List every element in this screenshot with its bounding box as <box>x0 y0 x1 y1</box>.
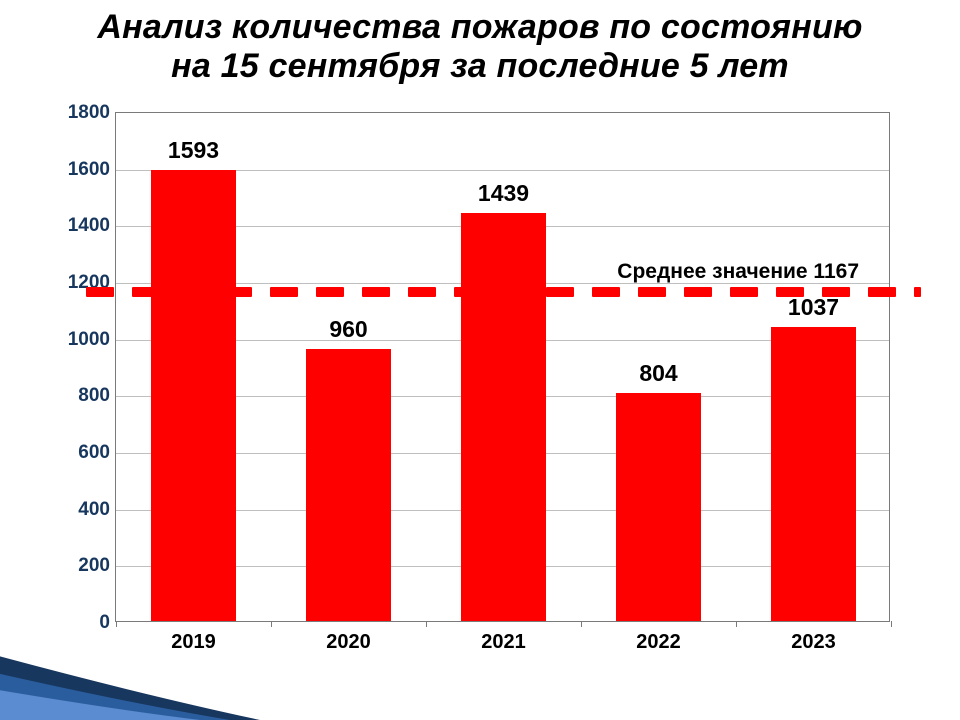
y-tick-label: 200 <box>78 555 110 577</box>
y-tick-label: 1000 <box>68 329 110 351</box>
average-line-dash <box>638 287 666 297</box>
average-line-dash <box>822 287 850 297</box>
y-tick-label: 1600 <box>68 159 110 181</box>
average-line-dash <box>546 287 574 297</box>
x-tick-mark <box>736 621 737 627</box>
y-tick-label: 600 <box>78 442 110 464</box>
slide: Анализ количества пожаров по состоянию н… <box>0 0 960 720</box>
swoosh-mid <box>0 660 230 720</box>
bar: 1593 <box>151 170 236 621</box>
bar-value-label: 960 <box>329 316 367 343</box>
bar-value-label: 1439 <box>478 180 529 207</box>
y-tick-label: 800 <box>78 385 110 407</box>
bar-value-label: 804 <box>639 360 677 387</box>
x-tick-label: 2021 <box>481 631 526 654</box>
average-line-dash <box>316 287 344 297</box>
chart-title: Анализ количества пожаров по состоянию н… <box>0 8 960 86</box>
bar: 1439 <box>461 213 546 621</box>
bar: 960 <box>306 349 391 621</box>
average-line-dash <box>730 287 758 297</box>
average-line-dash <box>132 287 160 297</box>
average-line-dash <box>86 287 114 297</box>
x-tick-label: 2020 <box>326 631 371 654</box>
x-tick-label: 2022 <box>636 631 681 654</box>
y-tick-label: 1400 <box>68 215 110 237</box>
bar-value-label: 1593 <box>168 137 219 164</box>
average-line-dash <box>454 287 482 297</box>
x-tick-label: 2019 <box>171 631 216 654</box>
chart-title-line2: на 15 сентября за последние 5 лет <box>0 47 960 86</box>
average-line-dash <box>868 287 896 297</box>
x-tick-label: 2023 <box>791 631 836 654</box>
swoosh-light <box>0 680 200 720</box>
x-tick-mark <box>116 621 117 627</box>
average-line-dash <box>362 287 390 297</box>
x-tick-mark <box>891 621 892 627</box>
y-tick-label: 400 <box>78 499 110 521</box>
x-tick-mark <box>426 621 427 627</box>
average-line-dash <box>684 287 712 297</box>
y-tick-label: 0 <box>99 612 110 634</box>
average-line-dash <box>178 287 206 297</box>
x-tick-mark <box>271 621 272 627</box>
average-line-dash <box>408 287 436 297</box>
bar: 1037 <box>771 327 856 621</box>
x-tick-mark <box>581 621 582 627</box>
y-tick-label: 1800 <box>68 102 110 124</box>
average-line-dash <box>224 287 252 297</box>
swoosh-dark <box>0 640 260 720</box>
average-line-dash <box>270 287 298 297</box>
bar-value-label: 1037 <box>788 294 839 321</box>
average-label: Среднее значение 1167 <box>617 260 859 284</box>
chart-title-line1: Анализ количества пожаров по состоянию <box>0 8 960 47</box>
average-line-dash <box>914 287 921 297</box>
average-line-dash <box>500 287 528 297</box>
average-line-dash <box>776 287 804 297</box>
average-line-dash <box>592 287 620 297</box>
bar-chart: 0200400600800100012001400160018001593201… <box>115 112 890 622</box>
plot-area: 0200400600800100012001400160018001593201… <box>115 112 890 622</box>
bar: 804 <box>616 393 701 621</box>
